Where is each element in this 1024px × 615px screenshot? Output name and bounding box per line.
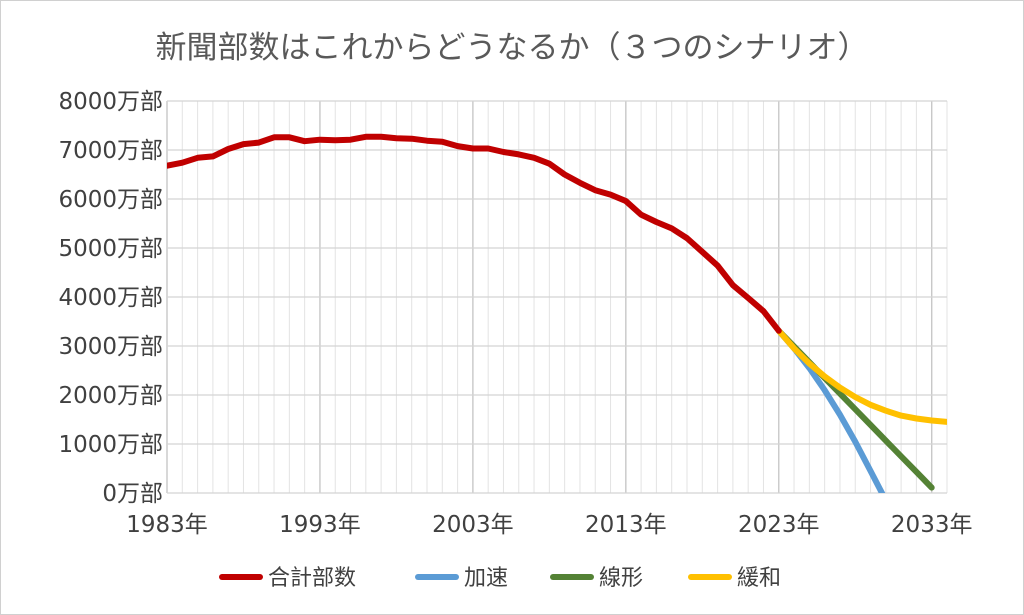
x-tick-label: 2013年 — [585, 512, 667, 538]
y-tick-label: 6000万部 — [58, 187, 163, 213]
y-axis: 0万部 1000万部 2000万部 3000万部 4000万部 5000万部 6000万部 7… — [58, 89, 163, 507]
legend[interactable]: 合計部数 加速 線形 緩和 — [219, 566, 781, 591]
series-line-1 — [167, 133, 782, 334]
chart-title: 新聞部数はこれからどうなるか（３つのシナリオ） — [156, 30, 869, 66]
y-tick-label: 1000万部 — [58, 432, 163, 458]
series-line-4 — [775, 327, 947, 425]
grid — [166, 100, 948, 494]
x-tick-label: 1983年 — [126, 512, 208, 538]
x-tick-label: 2033年 — [891, 512, 973, 538]
y-tick-label: 2000万部 — [58, 383, 163, 409]
x-tick-label: 1993年 — [279, 512, 361, 538]
legend-label: 線形 — [599, 566, 643, 591]
x-tick-label: 2003年 — [432, 512, 514, 538]
y-tick-label: 0万部 — [102, 481, 163, 507]
y-tick-label: 8000万部 — [58, 89, 163, 115]
legend-label: 合計部数 — [268, 566, 356, 591]
legend-label: 緩和 — [737, 566, 781, 591]
x-axis: 1983年 1993年 2003年 2013年 2023年 2033年 — [126, 512, 972, 538]
y-tick-label: 4000万部 — [58, 285, 163, 311]
legend-label: 加速 — [464, 566, 508, 591]
x-tick-label: 2023年 — [738, 512, 820, 538]
series-line-2 — [775, 327, 886, 493]
series-group — [167, 133, 947, 493]
y-tick-label: 5000万部 — [58, 236, 163, 262]
y-tick-label: 7000万部 — [58, 138, 163, 164]
y-tick-label: 3000万部 — [58, 334, 163, 360]
